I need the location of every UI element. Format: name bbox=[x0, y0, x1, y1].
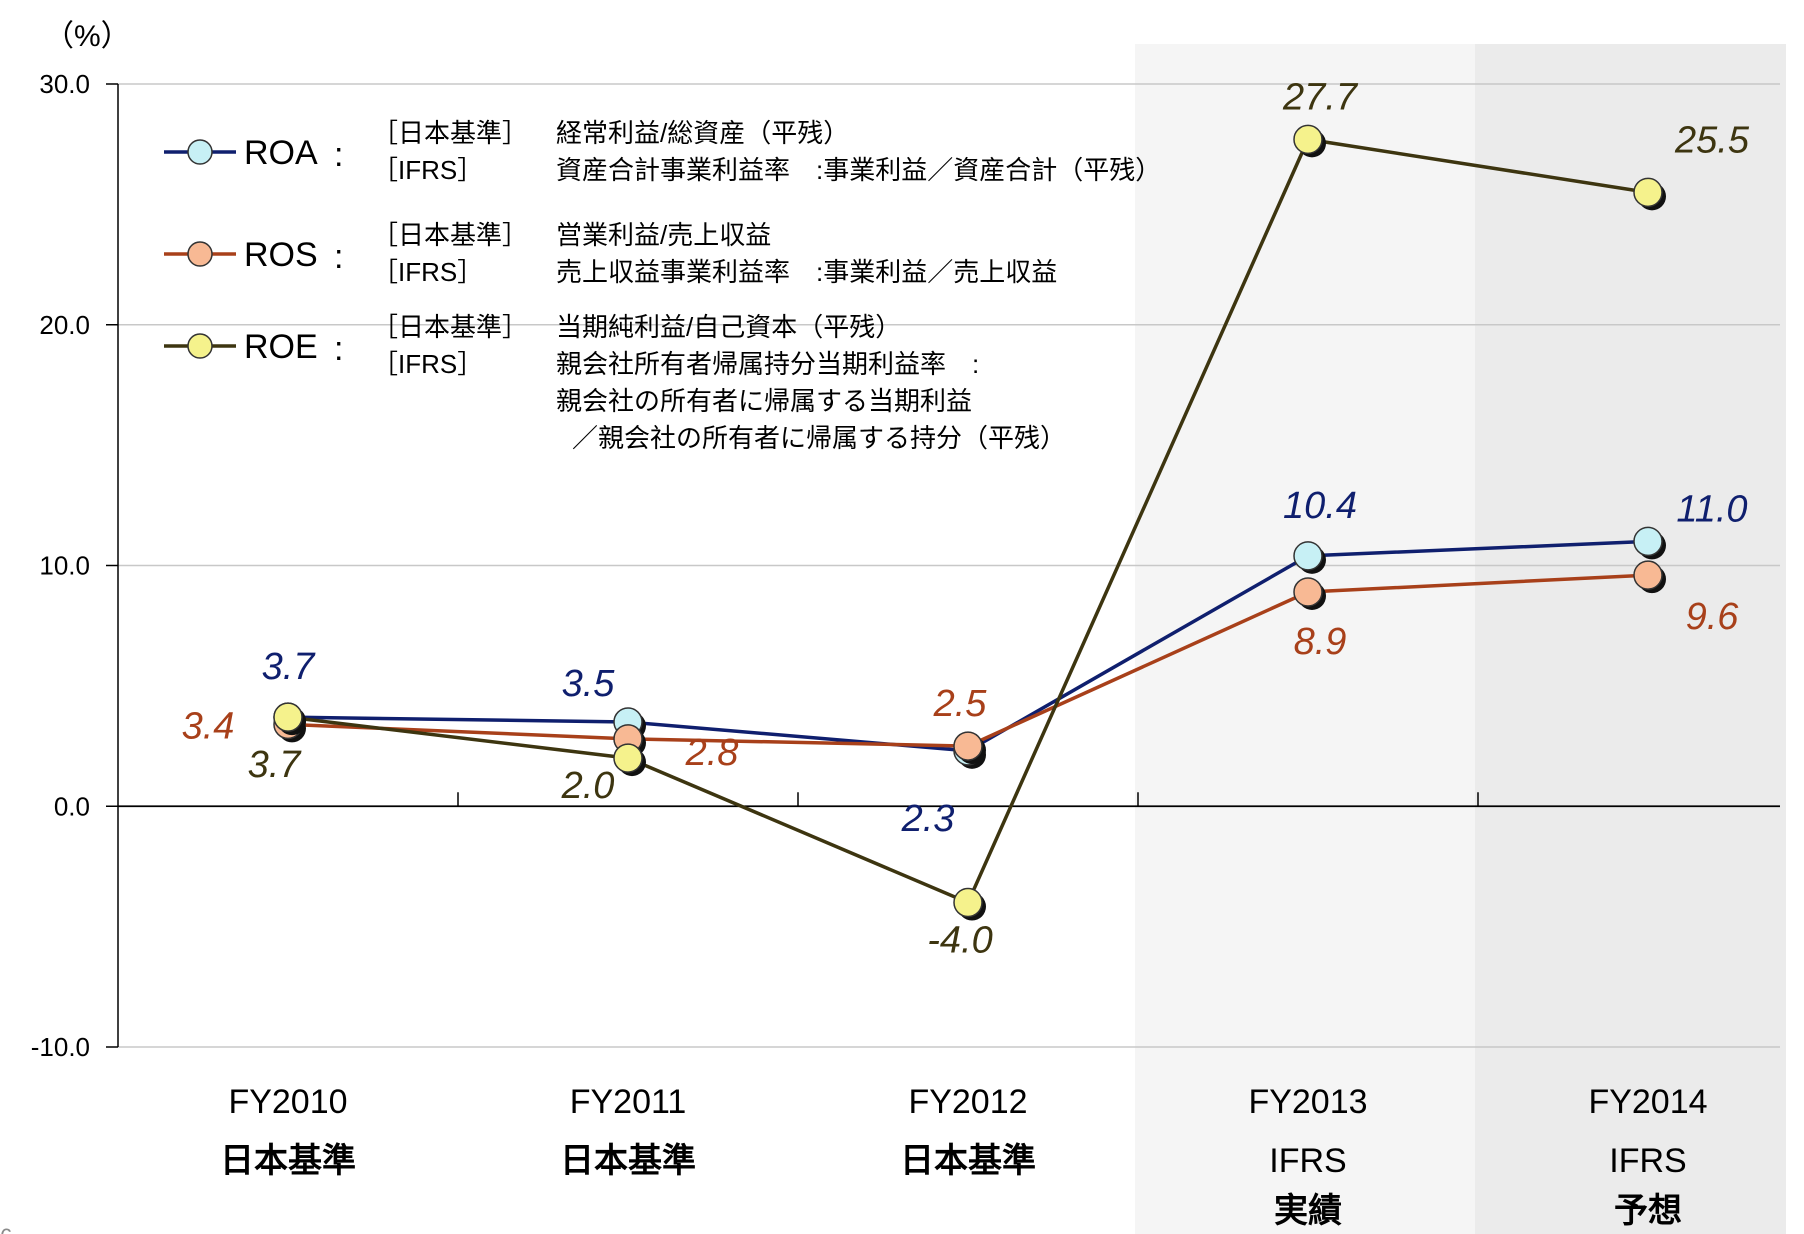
marker-roe bbox=[273, 702, 303, 732]
data-label-roa: 2.3 bbox=[901, 798, 955, 840]
data-label-roe: -4.0 bbox=[927, 920, 992, 962]
marker-ros bbox=[953, 731, 983, 761]
marker-ros bbox=[1633, 560, 1663, 590]
marker-ros bbox=[1293, 577, 1323, 607]
marker-roe bbox=[1293, 124, 1323, 155]
data-label-roe: 2.0 bbox=[561, 765, 615, 807]
legend-standard-tag: ［IFRS］ bbox=[372, 349, 483, 379]
band-fy2013 bbox=[1135, 44, 1475, 1234]
marker-roa bbox=[1293, 541, 1323, 571]
legend-swatch-marker bbox=[187, 333, 213, 359]
legend-standard-tag: ［日本基準］ bbox=[372, 312, 528, 342]
legend-definition: 経常利益/総資産（平残） bbox=[556, 118, 849, 148]
x-category-label: FY2014 bbox=[1588, 1083, 1707, 1121]
legend-standard-tag: ［日本基準］ bbox=[372, 220, 528, 250]
unit-label: （%） bbox=[44, 20, 131, 53]
data-label-ros: 2.5 bbox=[933, 683, 988, 725]
x-category-label: FY2011 bbox=[570, 1083, 687, 1121]
data-label-roa: 10.4 bbox=[1283, 485, 1357, 527]
data-label-ros: 3.4 bbox=[182, 705, 235, 747]
legend-swatch-marker bbox=[187, 241, 213, 267]
legend-standard-tag: ［IFRS］ bbox=[372, 155, 483, 185]
data-label-roe: 25.5 bbox=[1674, 119, 1750, 161]
legend-colon: : bbox=[334, 330, 343, 368]
data-label-roa: 3.7 bbox=[262, 646, 317, 688]
legend-definition: 売上収益事業利益率 :事業利益／売上収益 bbox=[556, 257, 1057, 287]
x-category-sublabel: 予想 bbox=[1614, 1192, 1682, 1230]
data-label-roe: 27.7 bbox=[1282, 76, 1359, 118]
y-tick-label: 10.0 bbox=[39, 551, 90, 581]
data-label-ros: 2.8 bbox=[685, 732, 739, 774]
legend-standard-tag: ［IFRS］ bbox=[372, 257, 483, 287]
x-category-label: FY2013 bbox=[1248, 1083, 1367, 1121]
legend-swatch-marker bbox=[187, 139, 213, 165]
x-category-sublabel: 日本基準 bbox=[560, 1142, 696, 1180]
page-number: 6 bbox=[0, 1224, 12, 1234]
legend-definition: 親会社の所有者に帰属する当期利益 bbox=[556, 386, 972, 416]
x-category-sublabel: IFRS bbox=[1269, 1142, 1346, 1180]
y-tick-label: 20.0 bbox=[39, 310, 90, 340]
data-label-ros: 8.9 bbox=[1294, 621, 1347, 663]
marker-roe bbox=[1633, 177, 1663, 208]
legend-series-name: ROS bbox=[244, 236, 318, 274]
y-tick-label: 0.0 bbox=[54, 791, 90, 821]
legend-definition: ／親会社の所有者に帰属する持分（平残） bbox=[572, 423, 1066, 453]
data-label-roe: 3.7 bbox=[248, 744, 303, 786]
band-fy2014 bbox=[1475, 44, 1786, 1234]
legend-definition: 当期純利益/自己資本（平残） bbox=[556, 312, 901, 342]
y-tick-label: 30.0 bbox=[39, 69, 90, 99]
marker-roe bbox=[953, 887, 983, 918]
data-label-roa: 3.5 bbox=[562, 663, 616, 705]
x-category-label: FY2010 bbox=[228, 1083, 347, 1121]
data-label-roa: 11.0 bbox=[1676, 488, 1747, 530]
legend-colon: : bbox=[334, 136, 343, 174]
legend-standard-tag: ［日本基準］ bbox=[372, 118, 528, 148]
legend-definition: 資産合計事業利益率 :事業利益／資産合計（平残） bbox=[556, 155, 1161, 185]
y-tick-label: -10.0 bbox=[31, 1032, 90, 1062]
marker-roa bbox=[1633, 526, 1663, 557]
legend-series-name: ROA bbox=[244, 134, 318, 172]
x-category-sublabel: 日本基準 bbox=[220, 1142, 356, 1180]
legend-definition: 親会社所有者帰属持分当期利益率 : bbox=[556, 349, 979, 379]
x-category-sublabel: IFRS bbox=[1609, 1142, 1686, 1180]
marker-roe bbox=[613, 743, 643, 773]
x-category-label: FY2012 bbox=[908, 1083, 1027, 1121]
legend-series-name: ROE bbox=[244, 328, 318, 366]
legend-colon: : bbox=[334, 238, 343, 276]
x-category-sublabel: 日本基準 bbox=[900, 1142, 1036, 1180]
data-label-ros: 9.6 bbox=[1686, 596, 1740, 638]
x-category-sublabel: 実績 bbox=[1274, 1192, 1342, 1230]
legend-definition: 営業利益/売上収益 bbox=[556, 220, 771, 250]
